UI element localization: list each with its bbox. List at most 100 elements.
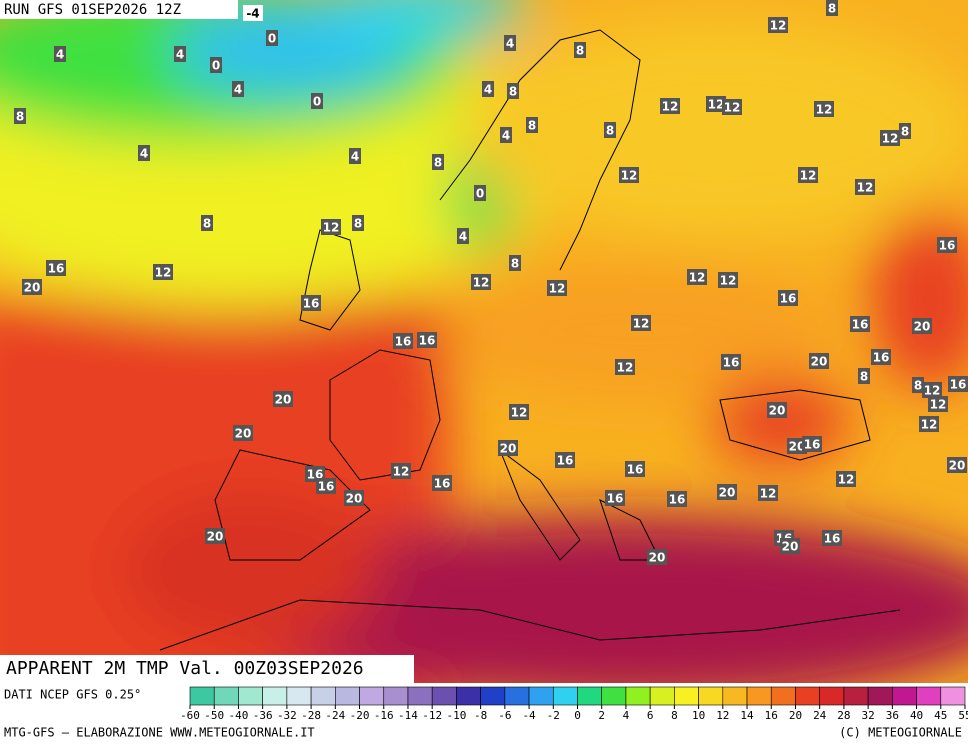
contour-label: 0 <box>268 32 276 46</box>
contour-label: 12 <box>924 384 941 398</box>
tick-label: 16 <box>765 709 778 722</box>
copyright: (C) METEOGIORNALE <box>839 726 962 740</box>
contour-label: 8 <box>203 217 211 231</box>
label-box <box>858 368 870 384</box>
colorbar: -60 -50 -40 -36 -32 -28 -24 -20 -16 -14 -12 -10 -8 -6… <box>180 686 968 722</box>
contour-label: 16 <box>557 454 574 468</box>
tick-label: 10 <box>692 709 705 722</box>
label-box <box>619 167 639 183</box>
contour-label: 20 <box>24 281 41 295</box>
label-box <box>417 332 437 348</box>
label-box <box>349 148 361 164</box>
label-box <box>802 436 822 452</box>
contour-label: 12 <box>760 487 777 501</box>
contour-label: 12 <box>930 398 947 412</box>
contour-label: 20 <box>949 459 966 473</box>
label-box <box>14 108 26 124</box>
label-box <box>717 484 737 500</box>
label-box <box>722 99 742 115</box>
contour-label: 12 <box>708 98 725 112</box>
color-swatch <box>819 686 845 706</box>
color-swatch <box>649 686 675 706</box>
contour-label: 12 <box>511 406 528 420</box>
contour-label: 4 <box>234 83 242 97</box>
contour-label: 12 <box>857 181 874 195</box>
tick-label: 45 <box>934 709 947 722</box>
contour-label: 4 <box>506 37 514 51</box>
color-swatch <box>262 686 288 706</box>
contour-label: 8 <box>606 124 614 138</box>
contour-label: 12 <box>155 266 172 280</box>
contour-label: 12 <box>882 132 899 146</box>
contour-label: 0 <box>313 95 321 109</box>
color-swatch <box>407 686 433 706</box>
label-box <box>507 83 519 99</box>
contour-label: 20 <box>207 530 224 544</box>
label-box <box>899 123 911 139</box>
contour-label: 4 <box>459 230 467 244</box>
label-box <box>798 167 818 183</box>
color-swatch <box>335 686 360 706</box>
label-box <box>311 93 323 109</box>
color-swatch <box>698 686 724 706</box>
label-box <box>928 396 948 412</box>
color-swatch <box>892 686 917 706</box>
label-box <box>836 471 856 487</box>
label-box <box>937 237 957 253</box>
tick-label: 28 <box>837 709 850 722</box>
label-box <box>855 179 875 195</box>
contour-label: 8 <box>511 257 519 271</box>
contour-label: 4 <box>502 129 510 143</box>
tick-label: 4 <box>623 709 630 722</box>
color-swatch <box>577 686 603 706</box>
label-box <box>509 255 521 271</box>
color-swatch <box>552 686 578 706</box>
label-box <box>919 416 939 432</box>
label-box <box>210 57 222 73</box>
label-box <box>631 315 651 331</box>
contour-label: 0 <box>212 59 220 73</box>
contour-label: 4 <box>484 83 492 97</box>
contour-label: 4 <box>56 48 64 62</box>
coastlines <box>159 29 901 651</box>
label-box <box>201 215 213 231</box>
contour-label: 16 <box>723 356 740 370</box>
label-box <box>826 0 838 16</box>
label-box <box>814 101 834 117</box>
contour-label: 20 <box>275 393 292 407</box>
label-box <box>321 219 341 235</box>
contour-label: 8 <box>354 217 362 231</box>
contour-label: 4 <box>140 147 148 161</box>
label-box <box>605 490 625 506</box>
color-swatch <box>867 686 893 706</box>
label-box <box>526 117 538 133</box>
label-box <box>273 391 293 407</box>
label-box <box>266 30 278 46</box>
label-box <box>778 290 798 306</box>
contour-label: 8 <box>901 125 909 139</box>
contour-label: 12 <box>662 100 679 114</box>
label-box <box>498 440 518 456</box>
tick-label: -2 <box>547 709 560 722</box>
label-box <box>232 81 244 97</box>
label-box <box>54 46 66 62</box>
label-box <box>474 185 486 201</box>
label-box <box>500 127 512 143</box>
label-box <box>153 264 173 280</box>
tick-label: -20 <box>350 709 370 722</box>
contour-label: 16 <box>939 239 956 253</box>
contour-label: 16 <box>318 480 335 494</box>
contour-label: 12 <box>617 361 634 375</box>
contour-label: 20 <box>811 355 828 369</box>
tick-label: -36 <box>253 709 273 722</box>
label-box <box>687 269 707 285</box>
label-box <box>22 279 42 295</box>
contour-label: 12 <box>816 103 833 117</box>
contour-label: 16 <box>395 335 412 349</box>
label-box <box>871 349 891 365</box>
contour-label: 12 <box>724 101 741 115</box>
color-swatch <box>940 686 966 706</box>
contour-label: 8 <box>914 379 922 393</box>
label-box <box>574 42 586 58</box>
